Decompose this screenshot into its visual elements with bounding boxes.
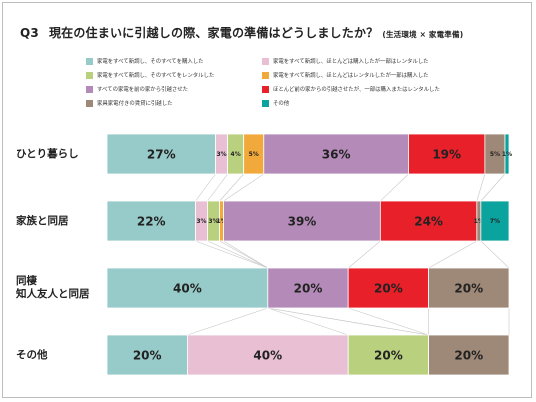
legend-label: 家電をすべて新調し、そのすべてをレンタルした bbox=[97, 73, 215, 79]
connector-line bbox=[207, 173, 228, 202]
data-label: 20% bbox=[374, 281, 403, 295]
data-label: 20% bbox=[374, 348, 403, 362]
legend-label: ほとんど前の家からの引越させたが、一部は購入またはレンタルした bbox=[273, 87, 440, 93]
data-label: 4% bbox=[231, 151, 241, 158]
connector-line bbox=[480, 173, 506, 202]
chart-title: Q3 現在の住まいに引越しの際、家電の準備はどうしましたか？ (生活環境 × 家電準… bbox=[20, 24, 463, 41]
legend-swatch bbox=[262, 57, 269, 65]
category-label-line: 知人友人と同居 bbox=[16, 288, 90, 300]
connector-line bbox=[348, 240, 381, 269]
data-label: 20% bbox=[133, 348, 162, 362]
data-label: 36% bbox=[322, 147, 351, 161]
legend-label: 家電をすべて新調し、ほとんどは購入したが一部はレンタルした bbox=[273, 59, 429, 65]
bar-segment-buy-all bbox=[106, 334, 188, 376]
connector-line bbox=[267, 307, 429, 336]
connector-line bbox=[267, 307, 349, 336]
connector-line bbox=[428, 240, 477, 269]
connector-line bbox=[476, 173, 486, 202]
connector-line bbox=[223, 173, 264, 202]
data-label: 1% bbox=[474, 218, 484, 225]
data-label: 20% bbox=[454, 281, 483, 295]
data-label: 39% bbox=[288, 214, 317, 228]
category-label-line: ひとり暮らし bbox=[16, 147, 79, 160]
legend-item-new-mostly-rent: 家電をすべて新調し、ほとんどはレンタルしたが一部は購入した bbox=[262, 71, 429, 79]
data-label: 3% bbox=[196, 218, 206, 225]
legend-label: 家具家電付きの賃貸に引越した bbox=[97, 101, 173, 107]
category-label: 同棲 知人友人と同居 bbox=[16, 275, 90, 301]
data-label: 20% bbox=[454, 348, 483, 362]
connector-line bbox=[480, 240, 510, 269]
connector-line bbox=[380, 173, 409, 202]
data-label: 3% bbox=[208, 218, 218, 225]
bar-segment-rent-all bbox=[347, 334, 430, 376]
bar-segment-previous-some-buy-rent bbox=[347, 267, 430, 309]
legend-swatch bbox=[86, 99, 93, 107]
data-label: 5% bbox=[249, 151, 259, 158]
question-subtitle: (生活環境 × 家電準備) bbox=[382, 30, 464, 39]
data-label: 1% bbox=[216, 218, 226, 225]
question-text: 現在の住まいに引越しの際、家電の準備はどうしましたか？ bbox=[48, 26, 379, 40]
data-label: 7% bbox=[490, 218, 500, 225]
bar-segment-buy-all bbox=[106, 133, 216, 175]
legend-label: 家電をすべて新調し、ほとんどはレンタルしたが一部は購入した bbox=[273, 73, 429, 79]
data-label: 40% bbox=[173, 281, 202, 295]
connector-line bbox=[348, 307, 429, 336]
connector-line bbox=[223, 240, 268, 269]
legend-item-other: その他 bbox=[262, 99, 289, 107]
bar-segment-from-previous bbox=[223, 200, 381, 242]
data-label: 40% bbox=[253, 348, 282, 362]
bar-segment-new-mostly-buy bbox=[186, 334, 349, 376]
connector-line bbox=[219, 173, 244, 202]
legend-swatch bbox=[262, 99, 269, 107]
data-label: 19% bbox=[432, 147, 461, 161]
legend-label: その他 bbox=[273, 101, 290, 107]
bar-segment-buy-all bbox=[106, 267, 269, 309]
data-label: 27% bbox=[147, 147, 176, 161]
category-label: その他 bbox=[16, 349, 48, 362]
bar-segment-furnished bbox=[428, 334, 510, 376]
data-label: 20% bbox=[294, 281, 323, 295]
legend-label: すべての家電を前の家から引越させた bbox=[97, 87, 189, 93]
data-label: 22% bbox=[137, 214, 166, 228]
category-label-line: その他 bbox=[16, 348, 48, 361]
legend-swatch bbox=[86, 71, 93, 79]
legend-swatch bbox=[262, 85, 269, 93]
bar-segment-from-previous bbox=[267, 267, 349, 309]
connector-line bbox=[187, 307, 268, 336]
legend-item-previous-some-buy-rent: ほとんど前の家からの引越させたが、一部は購入またはレンタルした bbox=[262, 85, 440, 93]
category-label-line: 同棲 bbox=[16, 275, 37, 287]
legend-label: 家電をすべて新調し、そのすべてを購入した bbox=[97, 59, 204, 65]
legend-item-from-previous: すべての家電を前の家から引越させた bbox=[86, 85, 188, 93]
question-number: Q3 bbox=[20, 26, 39, 40]
data-label: 3% bbox=[216, 151, 226, 158]
legend: 家電をすべて新調し、そのすべてを購入した 家電をすべて新調し、ほとんどは購入したが… bbox=[86, 57, 526, 117]
connector-line bbox=[195, 240, 268, 269]
legend-swatch bbox=[86, 57, 93, 65]
bar-segment-furnished bbox=[428, 267, 510, 309]
bar-segment-other bbox=[480, 200, 510, 242]
category-label: 家族と同居 bbox=[16, 215, 69, 228]
connector-line bbox=[207, 240, 268, 269]
connector-line bbox=[195, 173, 216, 202]
legend-swatch bbox=[86, 85, 93, 93]
bar-segment-other bbox=[504, 133, 510, 175]
data-label: 5% bbox=[490, 151, 500, 158]
chart-frame bbox=[2, 2, 532, 398]
connector-line bbox=[219, 240, 268, 269]
data-label: 24% bbox=[414, 214, 443, 228]
legend-item-new-mostly-buy: 家電をすべて新調し、ほとんどは購入したが一部はレンタルした bbox=[262, 57, 429, 65]
legend-item-rent-all: 家電をすべて新調し、そのすべてをレンタルした bbox=[86, 71, 214, 79]
bar-segment-previous-some-buy-rent bbox=[379, 200, 478, 242]
legend-swatch bbox=[262, 71, 269, 79]
category-label-line: 家族と同居 bbox=[16, 214, 69, 227]
bar-segment-from-previous bbox=[263, 133, 409, 175]
legend-item-furnished: 家具家電付きの賃貸に引越した bbox=[86, 99, 172, 107]
category-label: ひとり暮らし bbox=[16, 148, 79, 161]
bar-segment-buy-all bbox=[106, 200, 196, 242]
legend-item-buy-all: 家電をすべて新調し、そのすべてを購入した bbox=[86, 57, 204, 65]
data-label: 1% bbox=[502, 151, 512, 158]
